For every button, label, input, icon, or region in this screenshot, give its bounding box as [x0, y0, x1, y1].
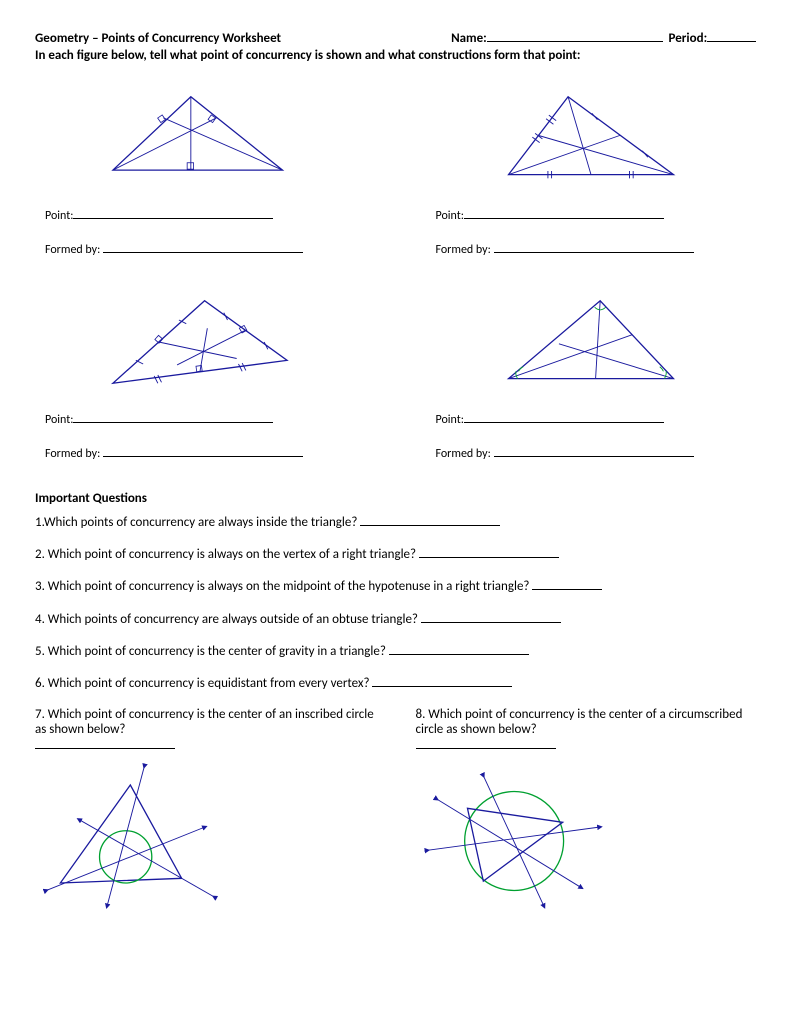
circumscribed-circle-figure	[416, 771, 616, 911]
answer-blank-1[interactable]	[360, 514, 500, 526]
question-8: 8. Which point of concurrency is the cen…	[416, 707, 757, 911]
point-label-4: Point:	[436, 411, 757, 427]
formed-blank-2[interactable]	[494, 241, 694, 253]
question-7: 7. Which point of concurrency is the cen…	[35, 707, 376, 911]
answer-blank-4[interactable]	[421, 611, 561, 623]
instructions-text: In each figure below, tell what point of…	[35, 48, 756, 63]
question-3: 3. Which point of concurrency is always …	[35, 578, 756, 596]
answer-blank-7[interactable]	[35, 737, 175, 749]
question-4: 4. Which points of concurrency are alway…	[35, 611, 756, 629]
formed-blank-3[interactable]	[103, 445, 303, 457]
point-blank-1[interactable]	[73, 207, 273, 219]
point-label-2: Point:	[436, 207, 757, 223]
answer-blank-3[interactable]	[532, 578, 602, 590]
answer-blank-5[interactable]	[389, 643, 529, 655]
period-blank[interactable]	[707, 30, 756, 42]
figure-cell-4: Point: Formed by:	[426, 287, 757, 479]
worksheet-title: Geometry – Points of Concurrency Workshe…	[35, 31, 281, 46]
point-blank-3[interactable]	[73, 411, 273, 423]
triangle-orthocenter	[90, 83, 310, 193]
answer-blank-6[interactable]	[372, 675, 512, 687]
triangle-centroid	[481, 83, 701, 193]
formed-label-2: Formed by:	[436, 241, 757, 257]
figure-cell-3: Point: Formed by:	[35, 287, 366, 479]
answer-blank-8[interactable]	[416, 737, 556, 749]
answer-blank-2[interactable]	[419, 546, 559, 558]
inscribed-circle-figure	[35, 771, 235, 911]
question-5: 5. Which point of concurrency is the cen…	[35, 643, 756, 661]
triangle-circumcenter	[90, 287, 310, 397]
figure-cell-1: Point: Formed by:	[35, 83, 366, 275]
triangle-incenter	[481, 287, 701, 397]
bottom-two-column: 7. Which point of concurrency is the cen…	[35, 707, 756, 911]
point-blank-4[interactable]	[464, 411, 664, 423]
important-questions-title: Important Questions	[35, 491, 756, 506]
formed-label-4: Formed by:	[436, 445, 757, 461]
formed-label-1: Formed by:	[45, 241, 366, 257]
question-1: 1.Which points of concurrency are always…	[35, 514, 756, 532]
period-label: Period:	[669, 31, 708, 46]
question-6: 6. Which point of concurrency is equidis…	[35, 675, 756, 693]
point-blank-2[interactable]	[464, 207, 664, 219]
point-label-3: Point:	[45, 411, 366, 427]
figure-cell-2: Point: Formed by:	[426, 83, 757, 275]
formed-blank-4[interactable]	[494, 445, 694, 457]
point-label-1: Point:	[45, 207, 366, 223]
name-blank[interactable]	[487, 30, 663, 42]
worksheet-header: Geometry – Points of Concurrency Workshe…	[35, 30, 756, 46]
name-label: Name:	[451, 31, 487, 46]
formed-label-3: Formed by:	[45, 445, 366, 461]
figure-grid: Point: Formed by: Point: Formed by:	[35, 83, 756, 479]
question-2: 2. Which point of concurrency is always …	[35, 546, 756, 564]
formed-blank-1[interactable]	[103, 241, 303, 253]
